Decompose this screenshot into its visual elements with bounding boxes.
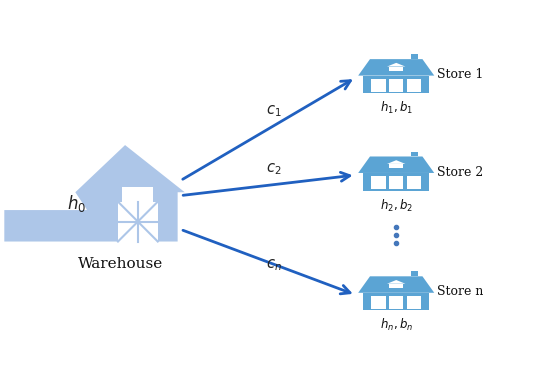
Polygon shape xyxy=(118,202,158,242)
Polygon shape xyxy=(407,296,421,309)
Polygon shape xyxy=(389,164,403,168)
Polygon shape xyxy=(122,187,153,206)
Text: $h_1, b_1$: $h_1, b_1$ xyxy=(380,100,413,116)
Polygon shape xyxy=(387,280,405,284)
Polygon shape xyxy=(371,296,386,309)
Polygon shape xyxy=(363,293,429,310)
Polygon shape xyxy=(387,160,405,164)
Polygon shape xyxy=(389,296,404,309)
Text: $c_2$: $c_2$ xyxy=(266,162,281,177)
Polygon shape xyxy=(411,152,418,157)
Text: Store 2: Store 2 xyxy=(437,166,483,179)
Polygon shape xyxy=(358,157,434,173)
Text: $h_2, b_2$: $h_2, b_2$ xyxy=(380,198,413,214)
Polygon shape xyxy=(371,79,386,92)
Polygon shape xyxy=(389,176,404,189)
Polygon shape xyxy=(4,145,185,242)
Polygon shape xyxy=(363,76,429,93)
Text: Warehouse: Warehouse xyxy=(78,257,163,271)
Polygon shape xyxy=(358,276,434,293)
Polygon shape xyxy=(389,284,403,288)
Polygon shape xyxy=(389,79,404,92)
Text: Store 1: Store 1 xyxy=(437,68,483,81)
Text: $c_1$: $c_1$ xyxy=(266,103,281,119)
Polygon shape xyxy=(411,54,418,59)
Text: $c_n$: $c_n$ xyxy=(266,257,282,272)
Text: $h_n, b_n$: $h_n, b_n$ xyxy=(380,317,413,333)
Polygon shape xyxy=(387,63,405,66)
Polygon shape xyxy=(407,176,421,189)
Text: $h_0$: $h_0$ xyxy=(67,193,86,214)
Polygon shape xyxy=(411,271,418,276)
Polygon shape xyxy=(389,66,403,71)
Polygon shape xyxy=(407,79,421,92)
Polygon shape xyxy=(363,173,429,191)
Polygon shape xyxy=(358,59,434,76)
Text: Store n: Store n xyxy=(437,285,483,298)
Polygon shape xyxy=(371,176,386,189)
